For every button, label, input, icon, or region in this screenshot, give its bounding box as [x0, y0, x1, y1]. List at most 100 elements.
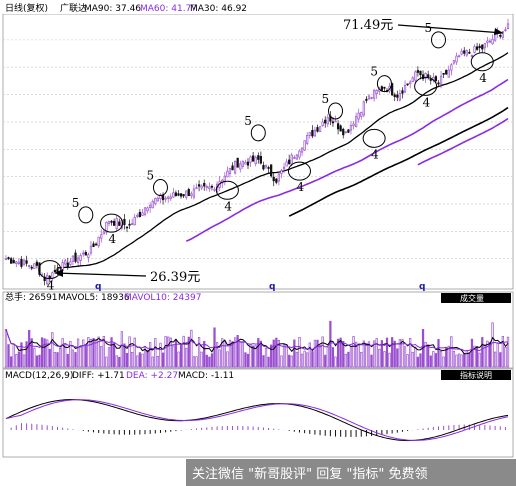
watermark-banner [186, 459, 516, 486]
candle-body [311, 130, 314, 137]
candlesticks [4, 18, 510, 286]
volume-bar [347, 351, 350, 368]
volume-bar [316, 339, 319, 368]
candle-body [354, 116, 358, 127]
q-mark: q [269, 282, 275, 292]
candle-body [334, 120, 337, 123]
candle-body [102, 231, 105, 235]
volume-bar [169, 337, 172, 368]
volume-bar [290, 355, 293, 368]
volume-bar [241, 341, 244, 368]
candle-body [504, 29, 507, 32]
volume-bar [259, 340, 262, 368]
candle-body [416, 70, 420, 73]
candle-body [226, 170, 229, 178]
candle-body [136, 214, 139, 217]
candle-body [285, 161, 288, 167]
candle-body [427, 74, 430, 78]
high-price-label: 71.49元 [343, 18, 393, 33]
volume-bar [486, 340, 489, 368]
volume-bar [33, 347, 36, 368]
high-price-arrow [397, 24, 504, 34]
candle-body [15, 261, 18, 265]
volume-bar [79, 346, 82, 368]
volume-bar [190, 329, 193, 368]
price-panel [2, 13, 514, 290]
wave5-ellipse [430, 31, 446, 49]
candle-body [25, 260, 28, 264]
macd-histogram [10, 423, 506, 437]
volume-bar [58, 347, 62, 368]
volume-bar [210, 353, 214, 368]
volume-bar [419, 353, 422, 368]
volume-bar [92, 338, 95, 368]
candle-body [300, 147, 304, 153]
candle-body [486, 40, 489, 43]
candle-body [143, 207, 147, 215]
volume-bar [215, 342, 219, 368]
candle-body [179, 193, 183, 197]
volume-bar [30, 338, 33, 368]
candle-body [159, 194, 162, 200]
volume-bar [375, 338, 378, 368]
candle-body [190, 193, 193, 197]
q-mark: q [419, 282, 425, 292]
volume-bar [478, 352, 481, 368]
period-label: 日线(复权) [5, 2, 48, 14]
candle-body [367, 95, 371, 100]
volume-bar [313, 339, 317, 368]
wave4-label: 4 [224, 199, 232, 213]
candle-body [100, 234, 103, 239]
volume-bar [12, 344, 15, 368]
volume-bar [164, 336, 167, 368]
candle-body [272, 176, 275, 182]
candle-body [66, 262, 69, 267]
candle-body [79, 255, 82, 261]
volume-bar [385, 337, 389, 368]
volume-bar [197, 337, 201, 368]
volume-bar [123, 343, 126, 368]
candle-body [92, 243, 95, 247]
watermark-text: 关注微信 "新哥股评" 回复 "指标" 免费领 [192, 466, 427, 482]
candle-body [257, 155, 260, 160]
volume-bar [473, 345, 476, 368]
volume-bar [154, 338, 157, 368]
volume-bar [393, 340, 396, 368]
volume-bar [396, 348, 399, 368]
candle-body [393, 94, 396, 98]
volume-bar [40, 337, 44, 368]
volume-bar [336, 338, 340, 368]
candle-body [10, 258, 13, 264]
candle-body [244, 162, 247, 165]
candle-body [262, 164, 265, 170]
candle-body [419, 70, 422, 76]
volume-bar [468, 352, 471, 368]
volume-bar [308, 342, 311, 368]
candle-body [146, 207, 149, 212]
volume-bar [208, 356, 211, 368]
volume-bar [131, 351, 134, 368]
ma30-line [57, 52, 509, 269]
candle-body [373, 90, 376, 99]
volume-bar [244, 352, 247, 368]
volume-bar [401, 339, 404, 368]
candle-body [375, 89, 378, 95]
volume-bar [195, 356, 198, 368]
volume-bar [352, 336, 355, 368]
candle-body [131, 223, 134, 225]
volume-bar [179, 344, 183, 368]
header-bar [3, 1, 513, 14]
candle-body [424, 72, 427, 79]
volume-bar [115, 355, 118, 368]
volume-tag[interactable] [441, 293, 511, 303]
volume-bar [246, 353, 250, 368]
candle-body [174, 192, 178, 196]
macd-tag[interactable] [441, 370, 511, 380]
volume-bar [321, 336, 324, 368]
volume-bar [46, 339, 49, 368]
stock-name: 广联达 [60, 2, 87, 14]
candle-body [236, 157, 239, 168]
volume-bar [69, 340, 72, 368]
candle-body [84, 251, 87, 256]
wave4-label: 4 [423, 95, 431, 109]
